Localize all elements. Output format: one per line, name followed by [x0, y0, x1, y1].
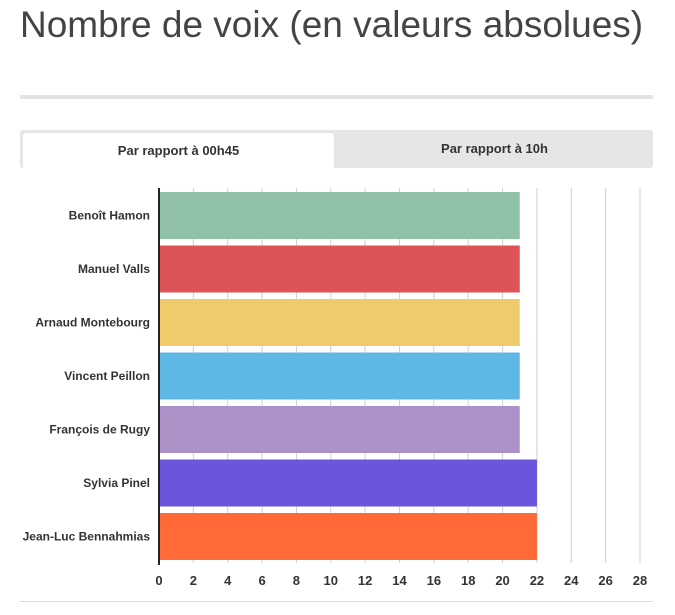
bar-vincent-peillon — [160, 352, 520, 400]
tick-label-28: 28 — [633, 573, 647, 588]
bar-francois-de-rugy — [160, 406, 520, 453]
bar-arnaud-montebourg — [160, 299, 520, 346]
title-divider — [20, 95, 653, 99]
bar-jean-luc-bennahmias — [160, 513, 537, 560]
category-label-benoit-hamon: Benoît Hamon — [69, 209, 150, 223]
tick-label-22: 22 — [530, 573, 544, 588]
category-label-francois-de-rugy: François de Rugy — [49, 423, 150, 437]
tab-par-rapport-00h45[interactable]: Par rapport à 00h45 — [23, 133, 334, 168]
tick-label-24: 24 — [564, 573, 579, 588]
tick-label-4: 4 — [224, 573, 232, 588]
tick-label-20: 20 — [495, 573, 509, 588]
tick-label-0: 0 — [155, 573, 162, 588]
tick-label-2: 2 — [190, 573, 197, 588]
tick-label-16: 16 — [427, 573, 441, 588]
tick-label-8: 8 — [293, 573, 300, 588]
category-label-sylvia-pinel: Sylvia Pinel — [83, 476, 150, 490]
tick-label-14: 14 — [392, 573, 407, 588]
tick-label-6: 6 — [258, 573, 265, 588]
tick-label-26: 26 — [598, 573, 612, 588]
category-label-vincent-peillon: Vincent Peillon — [64, 369, 150, 383]
category-label-manuel-valls: Manuel Valls — [78, 262, 150, 276]
bottom-divider — [20, 601, 653, 602]
tick-label-18: 18 — [461, 573, 475, 588]
bar-chart: Benoît Hamon Manuel Valls Arnaud Montebour… — [23, 188, 647, 588]
tab-bar: Par rapport à 00h45 Par rapport à 10h — [20, 130, 653, 168]
bar-benoit-hamon — [160, 192, 520, 239]
category-label-arnaud-montebourg: Arnaud Montebourg — [35, 316, 150, 330]
tab-par-rapport-10h[interactable]: Par rapport à 10h — [441, 141, 548, 156]
tick-label-12: 12 — [358, 573, 372, 588]
tick-label-10: 10 — [324, 573, 338, 588]
bar-sylvia-pinel — [160, 459, 537, 507]
category-label-jean-luc-bennahmias: Jean-Luc Bennahmias — [23, 530, 151, 544]
page-title: Nombre de voix (en valeurs absolues) — [20, 4, 644, 45]
bar-manuel-valls — [160, 245, 520, 293]
